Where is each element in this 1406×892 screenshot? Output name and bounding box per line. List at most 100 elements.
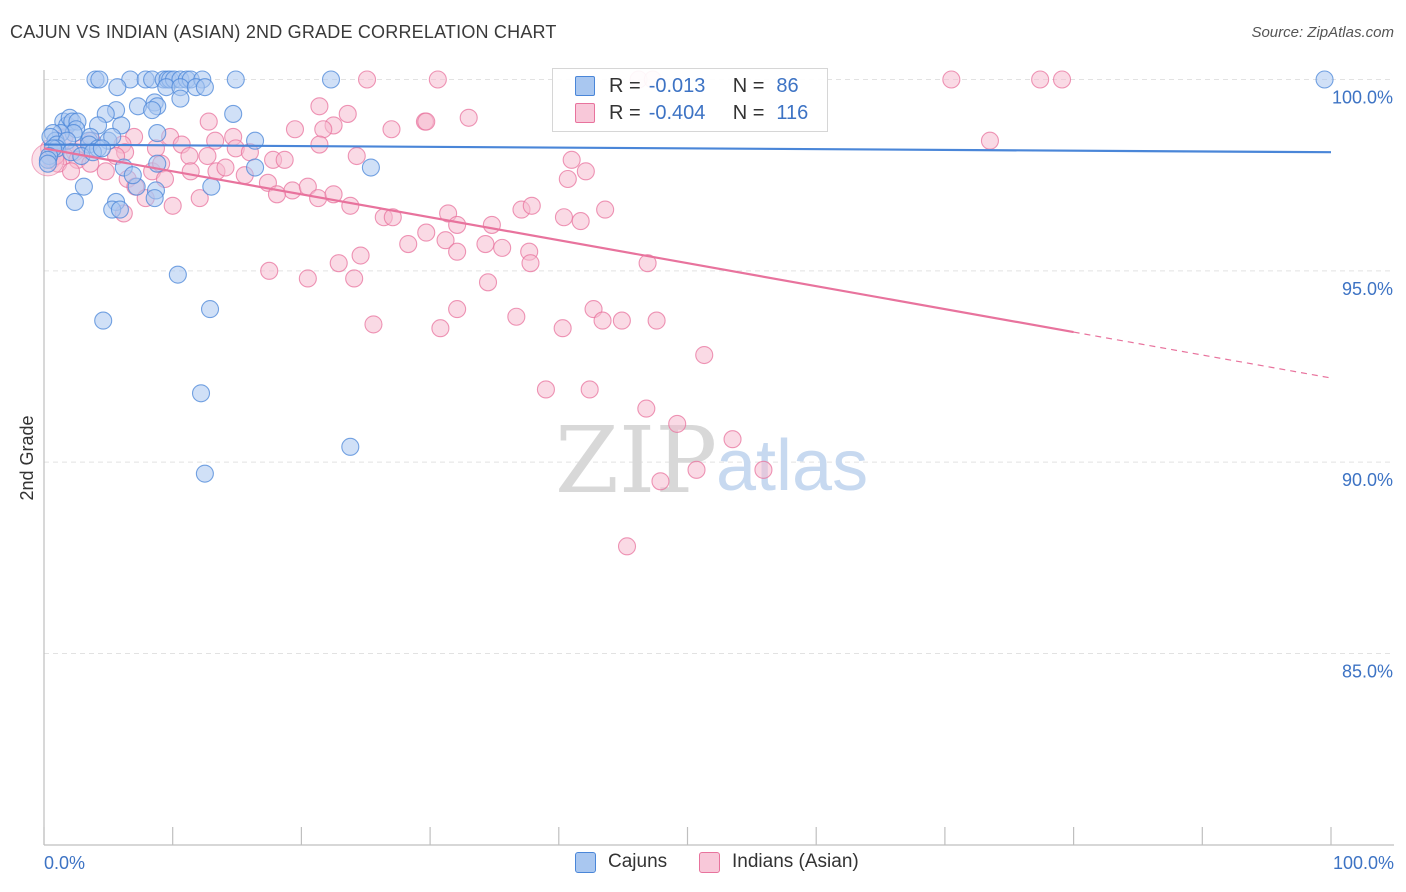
- indians-point: [338, 104, 357, 123]
- cajuns-point: [168, 265, 187, 284]
- indians-point: [341, 196, 360, 215]
- indians-point: [431, 319, 450, 338]
- indians-point: [163, 196, 182, 215]
- r-label: R =: [609, 101, 641, 124]
- legend-label-indians: Indians (Asian): [732, 851, 859, 872]
- indians-point: [329, 254, 348, 273]
- indians-point: [417, 112, 436, 131]
- cajuns-point: [321, 70, 341, 89]
- indians-point: [96, 162, 115, 181]
- indians-point: [199, 112, 218, 131]
- indians-point: [417, 223, 436, 242]
- indians-points: [31, 70, 1072, 556]
- indians-point: [723, 430, 742, 449]
- stats-row-cajuns: R = -0.013 N = 86: [575, 73, 799, 99]
- indians-point: [521, 254, 540, 273]
- indians-point: [1052, 70, 1072, 89]
- indians-point: [448, 300, 467, 319]
- indians-point: [651, 472, 670, 491]
- stats-row-indians: R = -0.404 N = 116: [575, 100, 808, 126]
- indians-point: [637, 399, 656, 418]
- indians-point: [459, 108, 478, 127]
- legend-item-indians[interactable]: Indians (Asian): [699, 851, 859, 873]
- indians-point: [478, 273, 498, 292]
- indians-point: [216, 158, 235, 177]
- n-label: N =: [732, 74, 765, 97]
- r-value: -0.404: [648, 101, 706, 124]
- indians-point: [580, 380, 599, 399]
- indians-point: [562, 150, 581, 169]
- indians-point: [146, 139, 166, 158]
- indians-point: [1031, 70, 1050, 89]
- cajuns-point: [341, 437, 360, 456]
- cajuns-point: [110, 200, 129, 219]
- cajuns-point: [246, 158, 265, 177]
- cajuns-points: [38, 70, 1334, 483]
- indians-point: [617, 537, 637, 556]
- cajuns-point: [38, 154, 57, 173]
- indians-point: [382, 120, 401, 139]
- y-tick-label: 95.0%: [1342, 279, 1393, 299]
- watermark-zip: ZIP: [555, 407, 717, 514]
- cajuns-legend-swatch: [575, 851, 596, 873]
- indians-point: [695, 345, 714, 365]
- indians-point: [754, 460, 773, 479]
- watermark: ZIP atlas: [555, 407, 868, 514]
- indians-point: [493, 238, 512, 257]
- cajuns-point: [202, 177, 221, 196]
- indians-point: [298, 269, 317, 288]
- indians-point: [345, 269, 364, 288]
- legend-item-cajuns[interactable]: Cajuns: [575, 851, 667, 873]
- x-tick-label-max: 100.0%: [1333, 853, 1394, 873]
- indians-point: [668, 414, 687, 433]
- indians-point: [198, 146, 217, 166]
- indians-point: [942, 70, 961, 89]
- indians-point: [980, 131, 999, 150]
- indians-point: [554, 208, 573, 227]
- indians-point: [428, 70, 447, 89]
- indians-point: [638, 254, 657, 273]
- indians-point: [190, 189, 209, 208]
- indians-point: [507, 307, 526, 326]
- indians-point: [357, 70, 377, 89]
- indians-legend-swatch: [699, 851, 720, 873]
- indians-point: [596, 200, 615, 219]
- indians-point: [347, 146, 366, 166]
- cajuns-point: [143, 101, 162, 120]
- cajuns-point: [65, 192, 84, 212]
- cajuns-point: [94, 311, 113, 330]
- indians-point: [285, 120, 305, 139]
- indians-point: [553, 319, 572, 338]
- legend-label-cajuns: Cajuns: [608, 851, 668, 872]
- indians-point: [351, 246, 370, 265]
- cajuns-point: [361, 158, 380, 177]
- indians-point: [558, 169, 577, 189]
- indians-point: [647, 311, 666, 330]
- cajuns-point: [108, 78, 127, 97]
- indians-point: [522, 196, 541, 215]
- indians-point: [593, 311, 612, 330]
- cajuns-point: [195, 464, 214, 483]
- axes-layer: [43, 70, 1394, 846]
- x-tick-label-min: 0.0%: [44, 853, 85, 873]
- indians-point: [310, 97, 329, 116]
- cajuns-point: [123, 166, 142, 185]
- indians-point: [275, 150, 294, 169]
- indians-point: [576, 162, 595, 181]
- cajuns-point: [226, 70, 245, 89]
- indians-point: [283, 181, 302, 200]
- cajuns-point: [148, 124, 167, 143]
- chart-title: CAJUN VS INDIAN (ASIAN) 2ND GRADE CORREL…: [10, 22, 557, 42]
- cajuns-point: [145, 189, 164, 208]
- cajuns-swatch: [575, 76, 595, 96]
- cajuns-point: [74, 177, 93, 196]
- r-value: -0.013: [648, 74, 706, 97]
- cajuns-point: [1315, 70, 1334, 89]
- indians-point: [364, 315, 383, 334]
- x-ticks-layer: [43, 827, 1332, 845]
- indians-trend-line-extension: [1073, 331, 1332, 379]
- indians-point: [536, 380, 555, 399]
- y-tick-label: 85.0%: [1342, 662, 1393, 682]
- y-tick-labels: 85.0% 90.0% 95.0% 100.0%: [1332, 88, 1393, 682]
